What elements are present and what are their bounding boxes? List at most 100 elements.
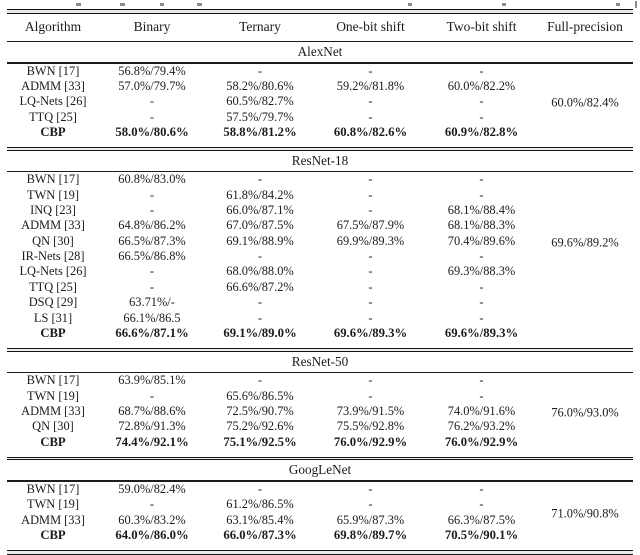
section-label-alexnet: AlexNet	[7, 42, 633, 62]
algorithm-cell: CBP	[40, 434, 66, 449]
results-table: Algorithm Binary Ternary One-bit shift T…	[0, 9, 640, 555]
column-header-two-bit-shift: Two-bit shift	[446, 19, 517, 34]
value-cell: 63.9%/85.1%	[118, 373, 186, 388]
algorithm-cell: TWN [19]	[27, 187, 79, 202]
algorithm-cell: LQ-Nets [26]	[19, 94, 87, 109]
value-cell: -	[257, 310, 263, 325]
value-cell: 60.5%/82.7%	[226, 94, 294, 109]
table-row: LS [31] 66.1%/86.5 - - -	[7, 311, 633, 326]
section-label-text: ResNet-50	[291, 353, 349, 369]
value-cell: -	[257, 481, 263, 496]
table-row: BWN [17] 56.8%/79.4% - - -	[7, 64, 633, 79]
value-cell: -	[257, 63, 263, 78]
value-cell: 69.6%/89.3%	[333, 326, 408, 341]
table-header-row: Algorithm Binary Ternary One-bit shift T…	[7, 14, 633, 41]
algorithm-cell: LQ-Nets [26]	[19, 264, 87, 279]
value-cell: -	[479, 373, 484, 388]
value-cell: -	[479, 388, 484, 403]
value-cell: -	[368, 63, 373, 78]
value-cell: -	[257, 373, 263, 388]
table-row: LQ-Nets [26] - 60.5%/82.7% - -	[7, 94, 633, 109]
caption-fragment	[616, 3, 620, 6]
section-label-googlenet: GoogLeNet	[7, 460, 633, 480]
table-row: TTQ [25] - 66.6%/87.2% - -	[7, 280, 633, 295]
value-cell: -	[368, 279, 373, 294]
value-cell: -	[368, 187, 373, 202]
section-separator-rule	[7, 147, 633, 151]
table-row: BWN [17] 59.0%/82.4% - - -	[7, 482, 633, 497]
value-cell: 60.8%/82.6%	[333, 125, 408, 140]
value-cell: -	[149, 202, 155, 217]
value-cell: 67.0%/87.5%	[226, 218, 294, 233]
value-cell: -	[368, 264, 373, 279]
value-cell: -	[149, 497, 155, 512]
value-cell: 64.0%/86.0%	[115, 527, 189, 542]
value-cell: 63.71%/-	[129, 295, 175, 310]
value-cell: -	[368, 388, 373, 403]
algorithm-cell: QN [30]	[32, 233, 74, 248]
algorithm-cell: IR-Nets [28]	[21, 249, 85, 264]
value-cell: 65.9%/87.3%	[336, 512, 405, 527]
value-cell: 66.6%/87.2%	[226, 279, 294, 294]
value-cell: 76.0%/92.9%	[444, 434, 519, 449]
table-top-rule	[7, 9, 633, 14]
table-row: DSQ [29] 63.71%/- - - -	[7, 295, 633, 310]
section-body-googlenet: BWN [17] 59.0%/82.4% - - - TWN [19] -61.2%/86.…	[7, 482, 633, 551]
value-cell: -	[479, 172, 484, 187]
value-cell: 75.2%/92.6%	[226, 419, 294, 434]
algorithm-cell: ADMM [33]	[21, 218, 85, 233]
algorithm-cell: QN [30]	[32, 419, 74, 434]
value-cell: 73.9%/91.5%	[336, 403, 405, 418]
value-cell: 75.1%/92.5%	[223, 434, 297, 449]
value-cell: 66.5%/86.8%	[118, 249, 186, 264]
algorithm-cell: BWN [17]	[26, 481, 80, 496]
value-cell: -	[479, 481, 484, 496]
value-cell: 63.1%/85.4%	[226, 512, 294, 527]
algorithm-cell: BWN [17]	[26, 172, 80, 187]
value-cell: 74.4%/92.1%	[115, 434, 189, 449]
value-cell: -	[368, 310, 373, 325]
value-cell: 68.0%/88.0%	[226, 264, 294, 279]
value-cell: -	[149, 109, 155, 124]
section-label-text: ResNet-18	[291, 152, 349, 168]
value-cell: 66.0%/87.1%	[226, 202, 294, 217]
table-row: ADMM [33] 60.3%/83.2% 63.1%/85.4% 65.9%/87.…	[7, 513, 633, 528]
section-body-resnet-18: BWN [17] 60.8%/83.0% - - - TWN [19] -61.8%/84.…	[7, 172, 633, 348]
value-cell: 68.7%/88.6%	[118, 403, 186, 418]
algorithm-cell: INQ [23]	[30, 202, 76, 217]
full-precision-cell: 76.0%/93.0%	[551, 405, 619, 420]
value-cell: 76.2%/93.2%	[447, 419, 516, 434]
value-cell: -	[257, 295, 263, 310]
full-precision-cell: 69.6%/89.2%	[551, 235, 619, 250]
algorithm-cell: TWN [19]	[27, 388, 79, 403]
value-cell: 66.1%/86.5	[123, 310, 181, 325]
table-row: INQ [23] - 66.0%/87.1% - 68.1%/88.4%	[7, 203, 633, 218]
value-cell: 76.0%/92.9%	[333, 434, 408, 449]
section-label-rule	[7, 62, 633, 64]
column-header-algorithm: Algorithm	[24, 19, 82, 34]
caption-fragment	[635, 1, 637, 8]
value-cell: 60.0%/82.2%	[447, 78, 516, 93]
value-cell: 72.8%/91.3%	[118, 419, 186, 434]
value-cell: 60.3%/83.2%	[118, 512, 186, 527]
caption-fragment	[197, 3, 202, 6]
value-cell: 59.2%/81.8%	[336, 78, 405, 93]
value-cell: -	[479, 63, 484, 78]
value-cell: 66.6%/87.1%	[115, 326, 189, 341]
full-precision-cell: 71.0%/90.8%	[551, 506, 619, 521]
table-row: IR-Nets [28] 66.5%/86.8% - - -	[7, 249, 633, 264]
value-cell: -	[368, 481, 373, 496]
caption-fragment	[120, 3, 125, 6]
algorithm-cell: ADMM [33]	[21, 78, 85, 93]
table-row: TWN [19] - 61.2%/86.5% - -	[7, 497, 633, 512]
algorithm-cell: ADMM [33]	[21, 512, 85, 527]
table-row: CBP 66.6%/87.1% 69.1%/89.0% 69.6%/89.3% 69.6…	[7, 326, 633, 341]
table-row: QN [30] 66.5%/87.3% 69.1%/88.9% 69.9%/89.3%…	[7, 234, 633, 249]
algorithm-cell: LS [31]	[33, 310, 73, 325]
section-label-text: GoogLeNet	[288, 462, 352, 478]
section-label-rule	[7, 170, 633, 173]
algorithm-cell: CBP	[40, 125, 66, 140]
value-cell: -	[368, 295, 373, 310]
value-cell: -	[257, 172, 263, 187]
value-cell: -	[479, 497, 484, 512]
